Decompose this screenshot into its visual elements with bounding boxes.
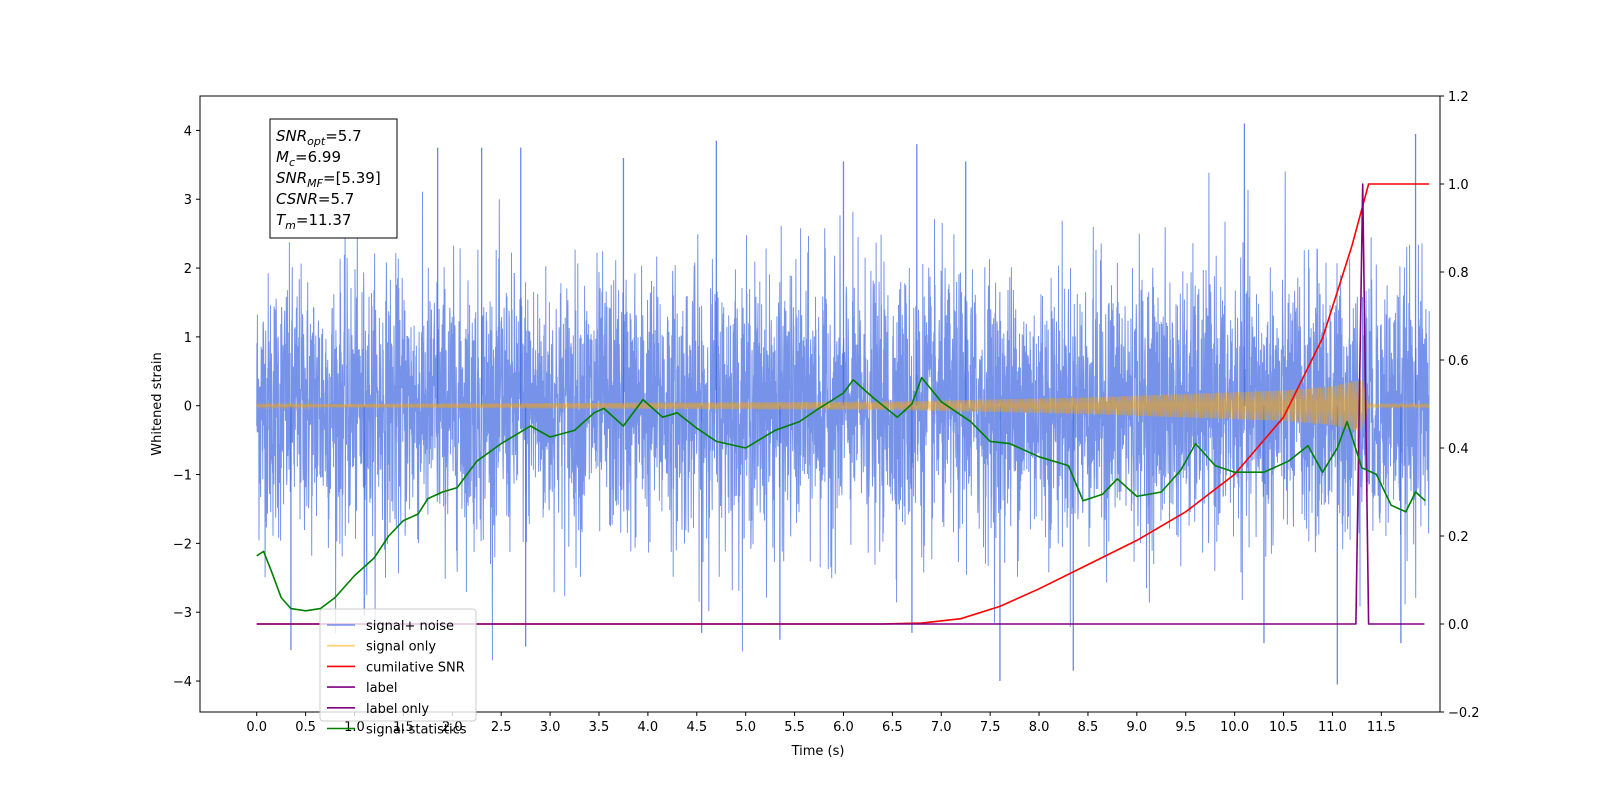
x-tick-label: 8.0 — [1029, 720, 1050, 735]
y2-tick-label: 0.6 — [1448, 354, 1469, 369]
y2-tick-label: 1.0 — [1448, 178, 1469, 193]
x-tick-label: 11.0 — [1318, 720, 1347, 735]
x-tick-label: 10.0 — [1220, 720, 1249, 735]
x-tick-label: 7.0 — [931, 720, 952, 735]
x-tick-label: 6.5 — [882, 720, 903, 735]
x-tick-label: 5.5 — [784, 720, 805, 735]
plot-frame — [199, 95, 1441, 713]
series-layer — [256, 123, 1430, 685]
y-tick-label: 1 — [184, 331, 192, 346]
series-signal-only — [256, 379, 1430, 432]
x-tick-label: 10.5 — [1269, 720, 1298, 735]
x-tick-label: 0.5 — [295, 720, 316, 735]
y-tick-label: −1 — [173, 469, 192, 484]
series-cumilative-snr — [256, 183, 1430, 625]
info-line: SNRopt=5.7 — [276, 127, 362, 148]
y-tick-label: 4 — [184, 124, 192, 139]
info-line: SNRMF=[5.39] — [276, 169, 381, 190]
x-tick-label: 11.5 — [1367, 720, 1396, 735]
axes-layer: 0.0 0.5 1.0 1.5 2.0 2.5 3.0 3.5 4.0 4.5 5.0 5.5 6.0 6… — [173, 90, 1480, 735]
x-tick-label: 0.0 — [246, 720, 267, 735]
legend-label: label — [366, 681, 397, 696]
y-tick-label: 3 — [184, 193, 192, 208]
info-line: CSNR=5.7 — [276, 190, 354, 208]
y-tick-label: 0 — [184, 400, 192, 415]
y2-tick-label: 0.8 — [1448, 266, 1469, 281]
series-label — [256, 183, 1425, 625]
legend-label: signal statistics — [366, 723, 467, 738]
info-line: Mc=6.99 — [276, 148, 341, 169]
y2-tick-label: 0.2 — [1448, 530, 1469, 545]
y-tick-label: −4 — [173, 675, 192, 690]
info-box-frame — [269, 118, 398, 239]
x-tick-label: 4.5 — [686, 720, 707, 735]
x-tick-label: 9.0 — [1127, 720, 1148, 735]
x-tick-label: 1.0 — [344, 720, 365, 735]
legend-frame — [319, 608, 477, 722]
y2-tick-label: −0.2 — [1448, 706, 1480, 721]
x-tick-label: 9.5 — [1175, 720, 1196, 735]
y-axis-title: Whitened strain — [150, 352, 165, 455]
x-tick-label: 7.5 — [980, 720, 1001, 735]
legend-label: cumilative SNR — [366, 660, 465, 675]
x-tick-label: 3.0 — [540, 720, 561, 735]
legend-label: signal+ noise — [366, 619, 454, 634]
y2-tick-label: 1.2 — [1448, 90, 1469, 105]
y-tick-label: −2 — [173, 537, 192, 552]
info-line: Tm=11.37 — [276, 211, 351, 232]
x-tick-label: 5.0 — [735, 720, 756, 735]
y2-tick-label: 0.0 — [1448, 618, 1469, 633]
series-signal-statistics — [256, 376, 1426, 612]
x-tick-label: 2.5 — [491, 720, 512, 735]
x-tick-label: 8.5 — [1078, 720, 1099, 735]
y-tick-label: 2 — [184, 262, 192, 277]
legend: signal+ noise signal only cumilative SNR la… — [319, 608, 477, 738]
y2-tick-label: 0.4 — [1448, 442, 1469, 457]
x-tick-label: 2.0 — [442, 720, 463, 735]
legend-label: label only — [366, 702, 429, 717]
x-tick-label: 3.5 — [589, 720, 610, 735]
legend-label: signal only — [366, 640, 436, 655]
x-tick-label: 1.5 — [393, 720, 414, 735]
x-axis-title: Time (s) — [791, 744, 845, 759]
x-tick-label: 4.0 — [638, 720, 659, 735]
x-tick-label: 6.0 — [833, 720, 854, 735]
y-tick-label: −3 — [173, 606, 192, 621]
